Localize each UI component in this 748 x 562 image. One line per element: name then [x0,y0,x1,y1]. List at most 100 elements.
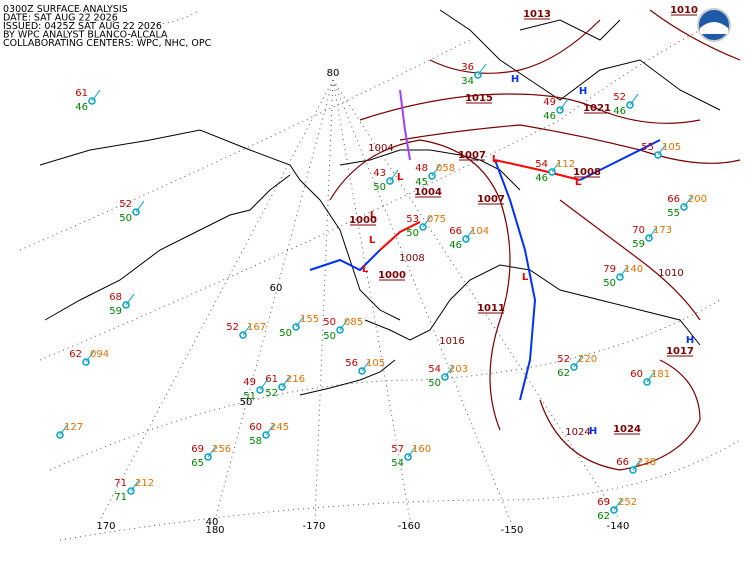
pressure-center: H [686,335,694,346]
temperature: 71 [114,478,127,489]
wind-barb [339,318,349,331]
wind-barb [431,164,441,177]
temperature: 49 [243,377,256,388]
center-pressure: 1021 [583,103,611,114]
temperature: 53 [406,214,419,225]
pressure: 173 [653,225,672,236]
isobar-label: 1024 [565,427,590,438]
temperature: 52 [557,354,570,365]
wind-barb [444,365,454,378]
dewpoint: 65 [191,458,204,469]
wind-barb [361,359,371,372]
temperature: 52 [613,92,626,103]
temperature: 68 [109,292,122,303]
center-pressure: 1000 [349,215,377,226]
dewpoint: 58 [249,436,262,447]
dewpoint: 50 [323,331,336,342]
dewpoint: 46 [449,240,462,251]
isobar-label: 1004 [368,143,393,154]
graticule-label: 60 [270,283,283,294]
dewpoint: 34 [461,76,474,87]
pressure: 058 [436,163,455,174]
center-pressure: 1000 [378,270,406,281]
temperature: 70 [632,225,645,236]
pressure: 140 [624,264,643,275]
wind-barb [646,370,656,383]
wind-barb [613,498,623,511]
dewpoint: 71 [114,492,127,503]
dewpoint: 46 [613,106,626,117]
wind-barb [573,355,583,368]
pressure-center: L [369,235,376,246]
header-line: COLLABORATING CENTERS: WPC, NHC, OPC [3,38,212,49]
wind-barb [551,160,561,173]
wind-barb [477,63,487,76]
pressure: 105 [366,358,385,369]
temperature: 60 [249,422,262,433]
center-pressure: 1024 [613,424,641,435]
header-line: ISSUED: 0425Z SAT AUG 22 2026 [3,21,162,32]
temperature: 48 [415,163,428,174]
graticule-label: -150 [501,525,524,536]
temperature: 54 [535,159,548,170]
dewpoint: 50 [406,228,419,239]
wind-barb [629,93,639,106]
wind-barb [242,323,252,336]
dewpoint: 50 [279,328,292,339]
agency-logo [697,8,731,42]
temperature: 52 [119,199,132,210]
pressure: 127 [64,422,83,433]
dewpoint: 62 [597,511,610,522]
pressure-center: H [579,86,587,97]
pressure-center: H [511,74,519,85]
graticule-label: 180 [205,525,224,536]
dewpoint: 50 [119,213,132,224]
pressure-center: L [522,272,529,283]
center-pressure: 1007 [458,150,486,161]
graticule-label: 170 [96,521,115,532]
wind-barb [559,98,569,111]
wind-barb [648,226,658,239]
coastlines [39,9,721,396]
dewpoint: 59 [109,306,122,317]
temperature: 56 [345,358,358,369]
pressure: 245 [270,422,289,433]
dewpoint: 50 [373,182,386,193]
pressure: 181 [651,369,670,380]
wind-barb [207,445,217,458]
graticule-label: 80 [327,68,340,79]
temperature: 62 [69,349,82,360]
graticule-label: -170 [303,521,326,532]
temperature: 69 [191,444,204,455]
temperature: 61 [265,374,278,385]
center-pressure: 1004 [414,187,442,198]
pressure-center: L [492,154,499,165]
center-pressure: 1007 [477,194,505,205]
temperature: 79 [603,264,616,275]
wind-barb [259,378,269,391]
isobar-label: 1016 [439,336,464,347]
isobar-label: 1008 [399,253,424,264]
dewpoint: 46 [75,102,88,113]
center-pressure: 1011 [477,303,505,314]
wind-barb [265,423,275,436]
pressure: 252 [618,497,637,508]
wind-barb [407,445,417,458]
temperature: 43 [373,168,386,179]
temperature: 49 [543,97,556,108]
pressure-center: L [370,210,377,221]
dewpoint: 59 [632,239,645,250]
pressure: 104 [470,226,489,237]
graticule-label: 50 [240,397,253,408]
pressure: 220 [578,354,597,365]
temperature: 69 [597,497,610,508]
pressure: 256 [212,444,231,455]
header-line: DATE: SAT AUG 22 2026 [3,13,118,24]
pressure: 105 [662,142,681,153]
wind-barb [281,375,291,388]
graticule-label: -140 [607,521,630,532]
dewpoint: 62 [557,368,570,379]
center-pressure: 1010 [670,5,698,16]
